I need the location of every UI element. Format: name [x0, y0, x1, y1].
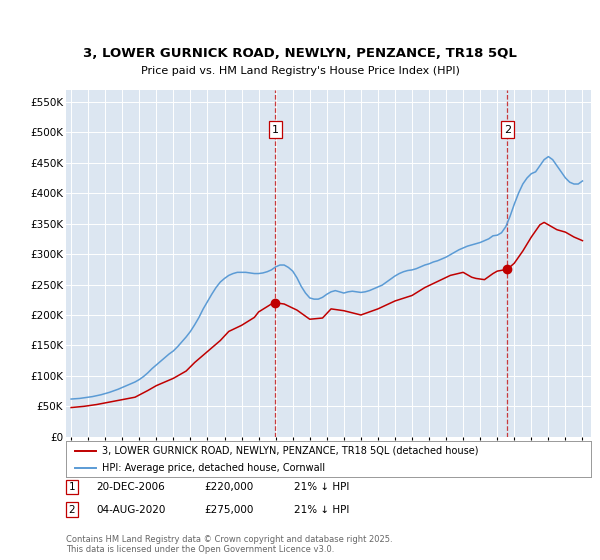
Text: 21% ↓ HPI: 21% ↓ HPI: [294, 482, 349, 492]
Text: £275,000: £275,000: [204, 505, 253, 515]
Text: 3, LOWER GURNICK ROAD, NEWLYN, PENZANCE, TR18 5QL: 3, LOWER GURNICK ROAD, NEWLYN, PENZANCE,…: [83, 46, 517, 60]
Text: 21% ↓ HPI: 21% ↓ HPI: [294, 505, 349, 515]
Text: 1: 1: [272, 124, 278, 134]
Text: 2: 2: [504, 124, 511, 134]
Text: Price paid vs. HM Land Registry's House Price Index (HPI): Price paid vs. HM Land Registry's House …: [140, 66, 460, 76]
Text: 3, LOWER GURNICK ROAD, NEWLYN, PENZANCE, TR18 5QL (detached house): 3, LOWER GURNICK ROAD, NEWLYN, PENZANCE,…: [102, 446, 478, 456]
Text: HPI: Average price, detached house, Cornwall: HPI: Average price, detached house, Corn…: [102, 463, 325, 473]
Text: 04-AUG-2020: 04-AUG-2020: [96, 505, 166, 515]
Text: £220,000: £220,000: [204, 482, 253, 492]
Text: Contains HM Land Registry data © Crown copyright and database right 2025.
This d: Contains HM Land Registry data © Crown c…: [66, 535, 392, 554]
Text: 20-DEC-2006: 20-DEC-2006: [96, 482, 165, 492]
Text: 2: 2: [68, 505, 76, 515]
Text: 1: 1: [68, 482, 76, 492]
